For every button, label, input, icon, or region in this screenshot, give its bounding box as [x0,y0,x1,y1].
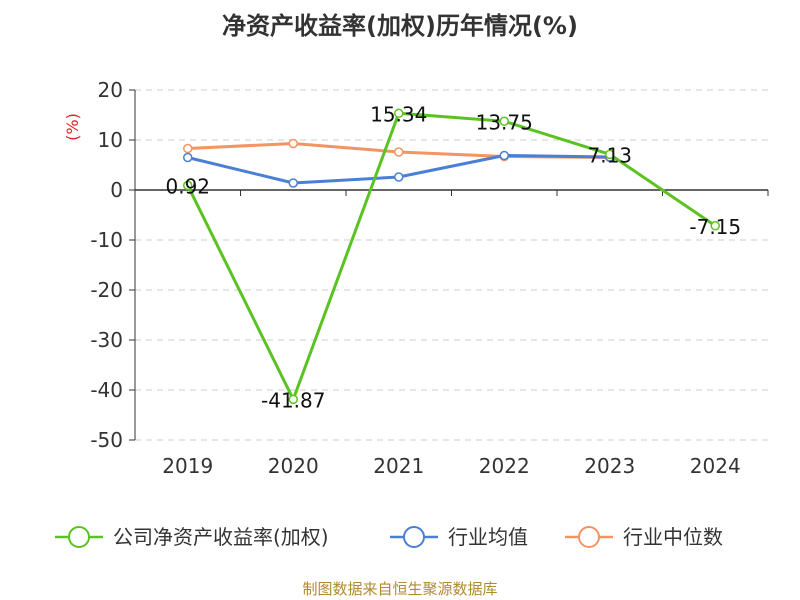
data-point [183,152,193,163]
gridlines [135,89,768,441]
y-tick-label: -10 [90,228,123,252]
y-tick-label: -40 [90,378,123,402]
data-label: 7.13 [587,143,632,167]
x-tick-label: 2020 [268,454,319,478]
y-tick-label: -20 [90,278,123,302]
legend-item[interactable]: 行业中位数 [565,525,723,549]
data-label: 0.92 [165,174,210,198]
x-tick-label: 2022 [479,454,530,478]
legend-marker [68,526,90,548]
series-2 [183,138,615,163]
x-tick-label: 2019 [162,454,213,478]
x-tick-label: 2021 [373,454,424,478]
data-point [394,108,404,119]
data-point [183,143,193,154]
series-1 [183,150,615,188]
chart-title: 净资产收益率(加权)历年情况(%) [222,12,578,40]
data-point [499,150,509,161]
legend-label: 公司净资产收益率(加权) [113,525,329,549]
source-note: 制图数据来自恒生聚源数据库 [302,580,497,598]
data-point [288,178,298,188]
legend-label: 行业均值 [448,525,528,549]
y-tick-label: 20 [98,78,123,102]
y-tick-label: -30 [90,328,123,352]
data-label: 13.75 [476,110,533,134]
data-point [605,149,615,160]
y-axis-label: (%) [63,113,82,141]
data-point [394,172,404,182]
legend-marker [578,526,600,548]
data-point [288,394,298,405]
series-line [186,111,717,401]
data-point [499,116,509,126]
y-tick-label: 0 [110,178,123,202]
legend-marker [403,526,425,548]
legend-item[interactable]: 公司净资产收益率(加权) [55,525,329,549]
x-tick-label: 2024 [690,454,741,478]
data-point [288,138,298,149]
legend-label: 行业中位数 [623,525,723,549]
axes: 20 10 0 -10 -20 -30 -40 -50 2019 2020 2021 2022 2023… [90,78,769,478]
legend: 公司净资产收益率(加权) 行业均值 行业中位数 [55,525,723,549]
series-0 [183,108,720,405]
y-tick-label: 10 [98,128,123,152]
y-tick-label: -50 [90,428,123,452]
data-label: -41.87 [261,388,325,412]
legend-item[interactable]: 行业均值 [390,525,528,549]
data-point [394,147,404,157]
data-label: -7.15 [689,215,741,239]
data-point [710,221,720,231]
data-label: 15.34 [370,102,427,126]
data-labels: 0.92 -41.87 15.34 13.75 7.13 -7.15 [165,102,741,412]
x-tick-label: 2023 [584,454,635,478]
series-layer [183,108,720,405]
data-point [183,180,193,191]
